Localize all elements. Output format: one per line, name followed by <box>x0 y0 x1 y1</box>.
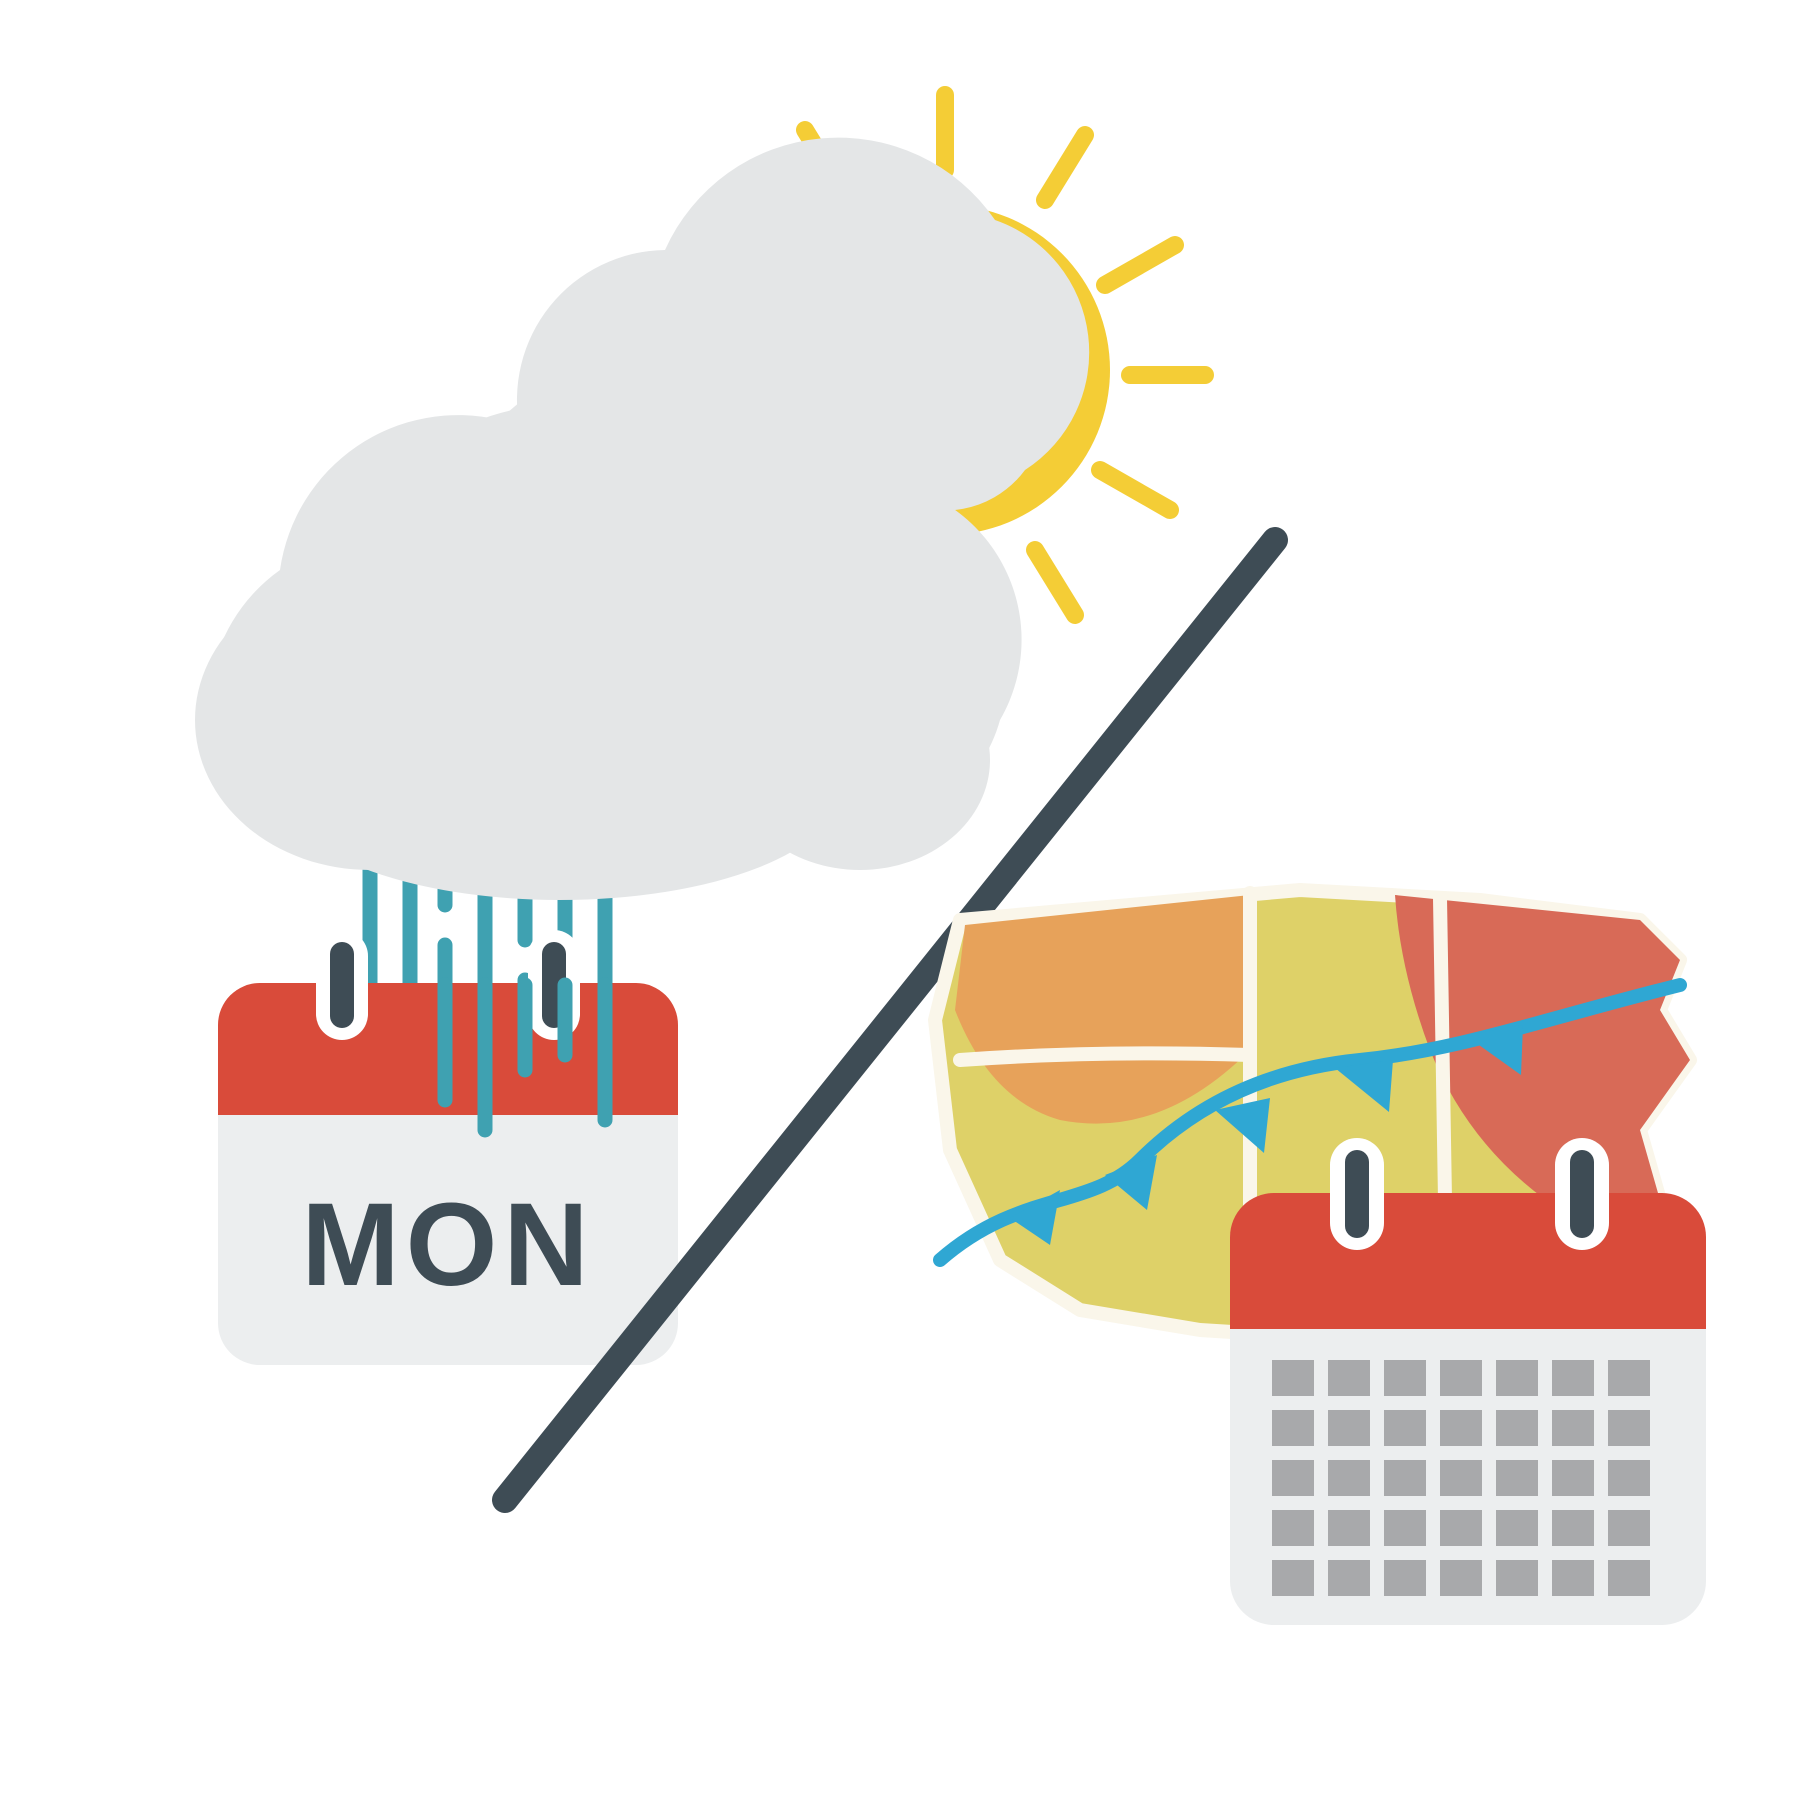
month-calendar-grid <box>1272 1360 1650 1596</box>
illustration-svg: :root { --dark-text: #3e4c55; } <box>0 0 1801 1801</box>
day-calendar-label: MON <box>301 1179 594 1311</box>
month-calendar-icon <box>1230 1138 1706 1625</box>
infographic-canvas: :root { --dark-text: #3e4c55; } <box>0 0 1801 1801</box>
